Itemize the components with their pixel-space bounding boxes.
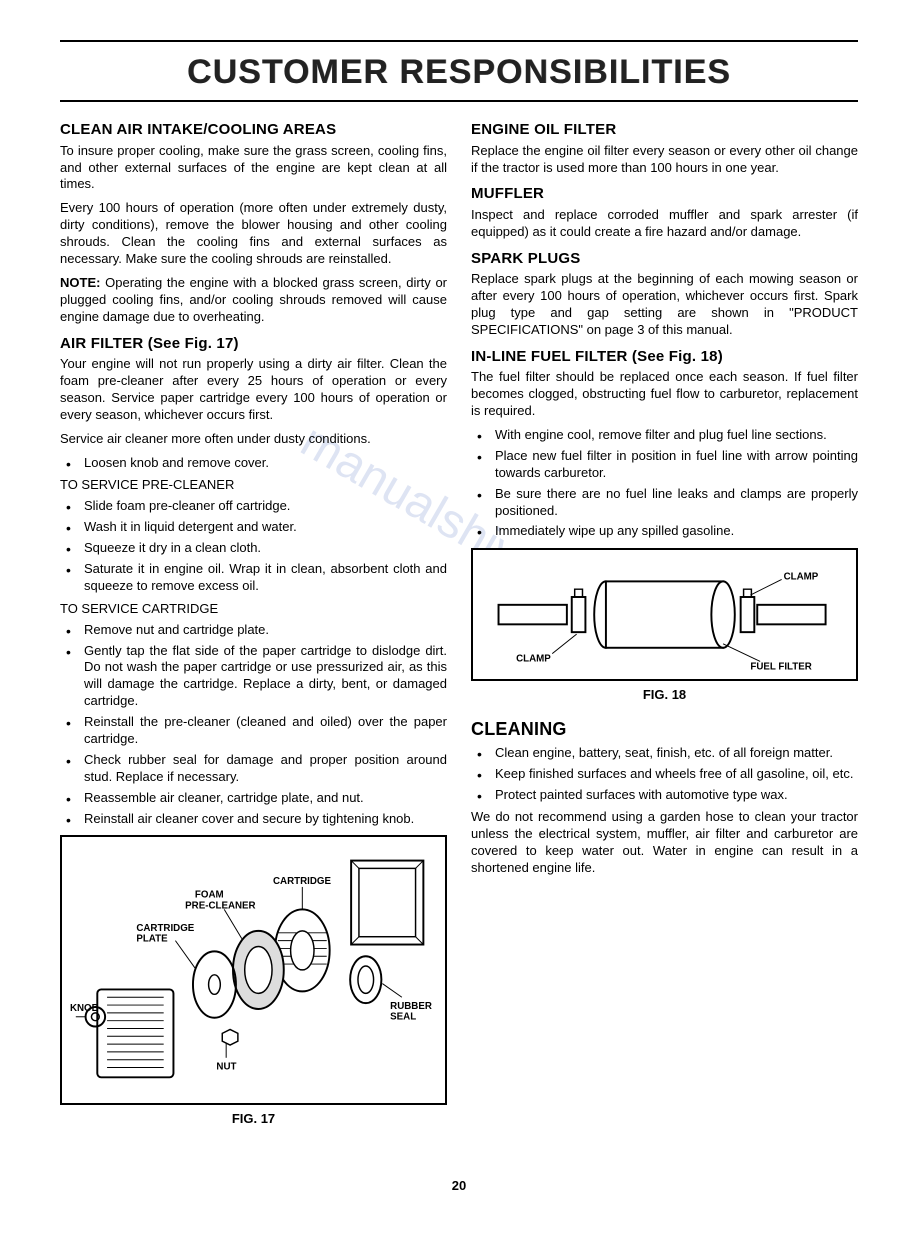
list-item: Keep finished surfaces and wheels free o…	[471, 766, 858, 783]
note-label: NOTE:	[60, 275, 100, 290]
para: Replace spark plugs at the beginning of …	[471, 271, 858, 339]
list-item: Check rubber seal for damage and proper …	[60, 752, 447, 786]
list-item: Protect painted surfaces with automotive…	[471, 787, 858, 804]
figure-18-box: CLAMP FUEL FILTER CLAMP	[471, 548, 858, 681]
bullet-list: Loosen knob and remove cover.	[60, 455, 447, 472]
figure-17-box: RUBBER SEAL CARTRIDGE FOAM PRE-CLEA	[60, 835, 447, 1105]
list-item: Squeeze it dry in a clean cloth.	[60, 540, 447, 557]
label-rubber-seal2: SEAL	[390, 1012, 416, 1023]
heading-fuel-filter: IN-LINE FUEL FILTER (See Fig. 18)	[471, 347, 858, 367]
top-rule	[60, 40, 858, 42]
figure-17-svg: RUBBER SEAL CARTRIDGE FOAM PRE-CLEA	[68, 843, 439, 1097]
subheading-precleaner: TO SERVICE PRE-CLEANER	[60, 477, 447, 494]
heading-muffler: MUFFLER	[471, 184, 858, 204]
label-clamp-left: CLAMP	[516, 654, 551, 665]
label-plate1: CARTRIDGE	[136, 923, 194, 934]
label-knob: KNOB	[70, 1003, 99, 1014]
title-rule	[60, 100, 858, 102]
list-item: Reassemble air cleaner, cartridge plate,…	[60, 790, 447, 807]
list-item: Gently tap the flat side of the paper ca…	[60, 643, 447, 711]
left-column: CLEAN AIR INTAKE/COOLING AREAS To insure…	[60, 120, 447, 1138]
label-cartridge: CARTRIDGE	[273, 876, 331, 887]
list-item: Remove nut and cartridge plate.	[60, 622, 447, 639]
heading-cleaning: CLEANING	[471, 718, 858, 741]
fig17-caption: FIG. 17	[60, 1111, 447, 1128]
fuel-list: With engine cool, remove filter and plug…	[471, 427, 858, 540]
fig18-caption: FIG. 18	[471, 687, 858, 704]
list-item: Reinstall the pre-cleaner (cleaned and o…	[60, 714, 447, 748]
para: We do not recommend using a garden hose …	[471, 809, 858, 877]
list-item: Wash it in liquid detergent and water.	[60, 519, 447, 536]
para: Your engine will not run properly using …	[60, 356, 447, 424]
list-item: Place new fuel filter in position in fue…	[471, 448, 858, 482]
label-rubber-seal: RUBBER	[390, 1001, 432, 1012]
list-item: Loosen knob and remove cover.	[60, 455, 447, 472]
label-foam2: PRE-CLEANER	[185, 901, 255, 912]
para: Replace the engine oil filter every seas…	[471, 143, 858, 177]
list-item: Immediately wipe up any spilled gasoline…	[471, 523, 858, 540]
label-plate2: PLATE	[136, 934, 168, 945]
right-column: ENGINE OIL FILTER Replace the engine oil…	[471, 120, 858, 1138]
heading-air-filter: AIR FILTER (See Fig. 17)	[60, 334, 447, 354]
label-nut: NUT	[216, 1062, 236, 1073]
label-clamp-right: CLAMP	[784, 572, 819, 583]
para: The fuel filter should be replaced once …	[471, 369, 858, 420]
list-item: Slide foam pre-cleaner off cartridge.	[60, 498, 447, 515]
para: Every 100 hours of operation (more often…	[60, 200, 447, 268]
para: To insure proper cooling, make sure the …	[60, 143, 447, 194]
list-item: With engine cool, remove filter and plug…	[471, 427, 858, 444]
label-foam1: FOAM	[195, 890, 224, 901]
cleaning-list: Clean engine, battery, seat, finish, etc…	[471, 745, 858, 804]
list-item: Saturate it in engine oil. Wrap it in cl…	[60, 561, 447, 595]
note-text: Operating the engine with a blocked gras…	[60, 275, 447, 324]
list-item: Clean engine, battery, seat, finish, etc…	[471, 745, 858, 762]
heading-spark-plugs: SPARK PLUGS	[471, 249, 858, 269]
precleaner-list: Slide foam pre-cleaner off cartridge. Wa…	[60, 498, 447, 594]
label-fuel-filter: FUEL FILTER	[750, 662, 811, 673]
page-title: CUSTOMER RESPONSIBILITIES	[60, 50, 858, 94]
two-column-layout: CLEAN AIR INTAKE/COOLING AREAS To insure…	[60, 120, 858, 1138]
figure-18-svg: CLAMP FUEL FILTER CLAMP	[479, 556, 850, 673]
list-item: Be sure there are no fuel line leaks and…	[471, 486, 858, 520]
cartridge-list: Remove nut and cartridge plate. Gently t…	[60, 622, 447, 828]
heading-clean-air: CLEAN AIR INTAKE/COOLING AREAS	[60, 120, 447, 140]
para: Inspect and replace corroded muffler and…	[471, 207, 858, 241]
note-para: NOTE: Operating the engine with a blocke…	[60, 275, 447, 326]
subheading-cartridge: TO SERVICE CARTRIDGE	[60, 601, 447, 618]
page-number: 20	[60, 1178, 858, 1195]
heading-oil-filter: ENGINE OIL FILTER	[471, 120, 858, 140]
para: Service air cleaner more often under dus…	[60, 431, 447, 448]
list-item: Reinstall air cleaner cover and secure b…	[60, 811, 447, 828]
